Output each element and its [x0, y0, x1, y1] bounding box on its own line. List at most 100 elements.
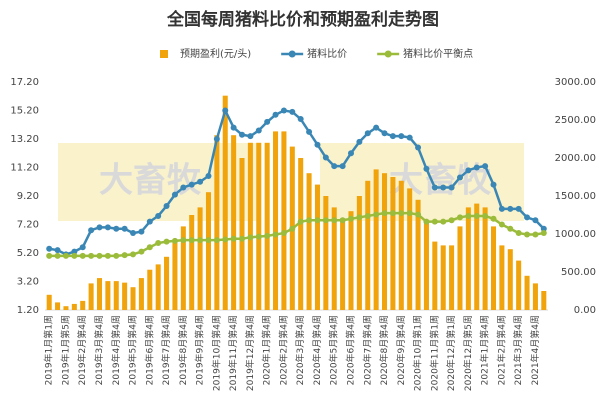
- bar: [231, 135, 237, 310]
- y2-tick-label: 500.00: [561, 267, 596, 278]
- x-tick-label: 2020年1月第4周: [261, 315, 273, 385]
- legend-swatch: [288, 50, 296, 58]
- marker: [188, 181, 195, 188]
- bar: [490, 226, 497, 310]
- y-tick-label: 17.20: [10, 77, 39, 88]
- bar: [432, 241, 438, 310]
- bar: [80, 300, 86, 310]
- marker: [104, 252, 111, 259]
- bar: [423, 222, 429, 310]
- x-tick-label: 2019年4月第4周: [110, 315, 122, 385]
- marker: [180, 237, 187, 244]
- marker: [465, 212, 472, 219]
- bar: [407, 188, 413, 310]
- marker: [130, 230, 137, 237]
- marker: [264, 118, 271, 125]
- bar: [482, 207, 488, 310]
- marker: [247, 234, 254, 241]
- bar: [306, 173, 312, 310]
- marker: [456, 174, 463, 181]
- bar: [465, 207, 471, 310]
- marker: [389, 133, 396, 140]
- marker: [222, 107, 229, 114]
- marker: [171, 191, 178, 198]
- bar: [155, 264, 161, 310]
- bar: [189, 215, 195, 310]
- marker: [423, 165, 430, 172]
- bar: [382, 173, 388, 310]
- legend-swatch: [160, 50, 168, 58]
- marker: [121, 252, 128, 259]
- marker: [490, 181, 497, 188]
- marker: [465, 167, 472, 174]
- x-tick-label: 2021年1月第4周: [479, 315, 491, 385]
- marker: [440, 218, 447, 225]
- marker: [46, 245, 53, 252]
- x-tick-label: 2020年7月第4周: [361, 315, 373, 385]
- x-tick-label: 2020年3月第4周: [294, 315, 306, 385]
- bar: [340, 218, 346, 310]
- marker: [423, 218, 430, 225]
- x-tick-label: 2020年2月第4周: [277, 315, 289, 385]
- marker: [473, 164, 480, 171]
- marker: [314, 217, 321, 224]
- bar: [63, 306, 69, 310]
- bar: [365, 180, 371, 310]
- marker: [415, 211, 422, 218]
- x-tick-label: 2021年2月第4周: [495, 315, 507, 385]
- bar: [390, 177, 396, 310]
- marker: [364, 130, 371, 137]
- marker: [79, 252, 86, 259]
- marker: [431, 218, 438, 225]
- bar: [474, 203, 480, 310]
- marker: [356, 214, 363, 221]
- marker: [121, 225, 128, 232]
- marker: [197, 178, 204, 185]
- x-tick-label: 2021年3月第4周: [512, 315, 524, 385]
- y-tick-label: 15.20: [10, 106, 39, 117]
- marker: [247, 133, 254, 140]
- x-tick-label: 2020年11月第1周: [428, 315, 440, 391]
- bar: [247, 142, 253, 310]
- marker: [373, 211, 380, 218]
- x-tick-label: 2020年9月第4周: [395, 315, 407, 385]
- marker: [498, 205, 505, 212]
- marker: [507, 225, 514, 232]
- marker: [482, 163, 489, 170]
- marker: [130, 251, 137, 258]
- bar: [55, 302, 61, 310]
- marker: [197, 237, 204, 244]
- x-tick-label: 2020年12月第5周: [462, 315, 474, 391]
- marker: [322, 154, 329, 161]
- marker: [524, 214, 531, 221]
- marker: [54, 252, 61, 259]
- marker: [79, 244, 86, 251]
- bar: [264, 142, 270, 310]
- x-tick-label: 2019年8月第4周: [177, 315, 189, 385]
- marker: [364, 212, 371, 219]
- bar: [113, 281, 119, 310]
- marker: [515, 205, 522, 212]
- y-tick-label: 11.20: [10, 163, 39, 174]
- marker: [62, 252, 69, 259]
- marker: [205, 237, 212, 244]
- marker: [373, 124, 380, 131]
- marker: [113, 252, 120, 259]
- y-tick-label: 3.20: [17, 277, 39, 288]
- marker: [138, 228, 145, 235]
- marker: [456, 214, 463, 221]
- marker: [297, 218, 304, 225]
- bar: [138, 278, 144, 310]
- marker: [532, 231, 539, 238]
- marker: [146, 244, 153, 251]
- marker: [213, 136, 220, 142]
- marker: [415, 144, 422, 151]
- marker: [389, 210, 396, 217]
- marker: [406, 210, 413, 217]
- bar: [524, 275, 530, 310]
- marker: [230, 124, 237, 131]
- marker: [347, 215, 354, 222]
- marker: [163, 202, 170, 209]
- y2-tick-label: 1500.00: [555, 191, 596, 202]
- bar: [197, 207, 203, 310]
